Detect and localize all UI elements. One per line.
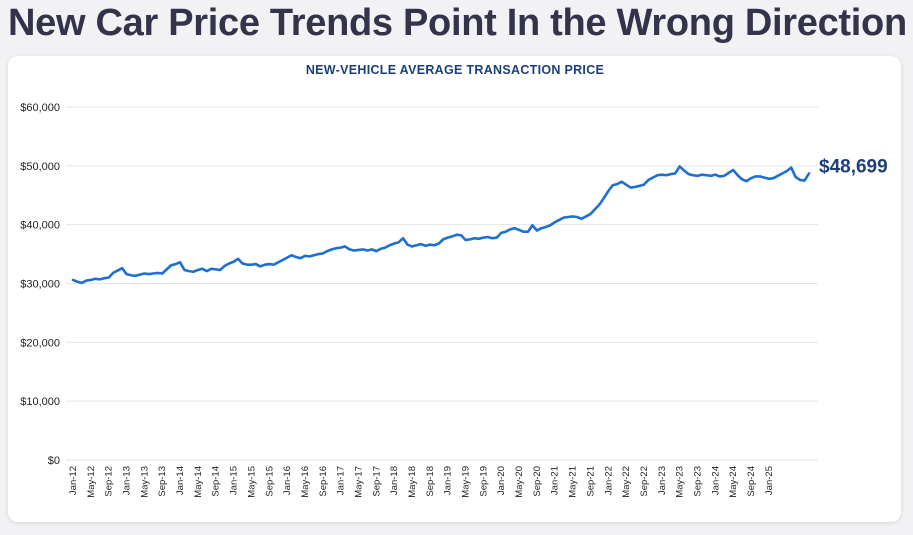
x-tick-label: Jan-17 <box>336 466 347 495</box>
gridlines <box>66 106 818 461</box>
x-tick-label: Sep-15 <box>264 466 275 497</box>
y-tick-label: $60,000 <box>20 102 60 114</box>
x-tick-label: Sep-23 <box>692 466 703 497</box>
end-value-label: $48,699 <box>819 156 888 177</box>
x-tick-label: May-16 <box>300 466 311 498</box>
x-tick-label: Jan-24 <box>710 466 721 495</box>
x-tick-label: Jan-18 <box>389 466 400 495</box>
x-tick-label: May-15 <box>246 466 257 498</box>
x-tick-label: May-22 <box>621 466 632 498</box>
x-tick-label: May-12 <box>86 466 97 498</box>
x-tick-label: Sep-19 <box>478 466 489 497</box>
series-line <box>71 165 811 285</box>
x-tick-label: Sep-22 <box>639 466 650 497</box>
chart-card: NEW-VEHICLE AVERAGE TRANSACTION PRICE $0… <box>8 56 901 522</box>
x-tick-label: Sep-21 <box>585 466 596 497</box>
x-tick-label: Sep-24 <box>746 466 757 497</box>
x-tick-label: Jan-25 <box>764 466 775 495</box>
x-tick-label: Sep-16 <box>318 466 329 497</box>
x-tick-label: Jan-15 <box>229 466 240 495</box>
y-tick-label: $40,000 <box>20 220 60 232</box>
x-tick-label: May-24 <box>728 466 739 498</box>
x-tick-label: Jan-21 <box>550 466 561 495</box>
line-chart: NEW-VEHICLE AVERAGE TRANSACTION PRICE $0… <box>20 63 888 498</box>
y-tick-label: $50,000 <box>20 161 60 173</box>
x-tick-label: May-21 <box>568 466 579 498</box>
x-tick-label: Sep-17 <box>371 466 382 497</box>
y-tick-label: $20,000 <box>20 337 60 349</box>
x-tick-label: May-14 <box>193 466 204 498</box>
x-tick-label: Jan-12 <box>68 466 79 495</box>
x-tick-label: Jan-20 <box>496 466 507 495</box>
chart-title: NEW-VEHICLE AVERAGE TRANSACTION PRICE <box>306 63 604 77</box>
x-tick-label: Jan-22 <box>603 466 614 495</box>
y-axis-ticks: $0 $10,000 $20,000 $30,000 $40,000 $50,000 $60… <box>20 102 60 467</box>
x-tick-label: Jan-14 <box>175 466 186 495</box>
x-tick-label: May-23 <box>675 466 686 498</box>
y-tick-label: $0 <box>48 455 60 467</box>
x-tick-label: May-13 <box>139 466 150 498</box>
x-tick-label: Sep-18 <box>425 466 436 497</box>
x-tick-label: Jan-23 <box>657 466 668 495</box>
x-tick-label: Jan-13 <box>122 466 133 495</box>
page-headline: New Car Price Trends Point In the Wrong … <box>8 2 907 44</box>
x-tick-label: May-18 <box>407 466 418 498</box>
x-tick-label: Sep-13 <box>157 466 168 497</box>
x-tick-label: May-19 <box>461 466 472 498</box>
x-tick-label: May-20 <box>514 466 525 498</box>
y-tick-label: $10,000 <box>20 396 60 408</box>
x-axis-ticks: Jan-12 May-12 Sep-12 Jan-13 May-13 Sep-13 Jan-… <box>68 466 775 498</box>
x-tick-label: Sep-20 <box>532 466 543 497</box>
x-tick-label: Sep-14 <box>211 466 222 497</box>
x-tick-label: May-17 <box>353 466 364 498</box>
y-tick-label: $30,000 <box>20 279 60 291</box>
x-tick-label: Sep-12 <box>104 466 115 497</box>
x-tick-label: Jan-16 <box>282 466 293 495</box>
x-tick-label: Jan-19 <box>443 466 454 495</box>
